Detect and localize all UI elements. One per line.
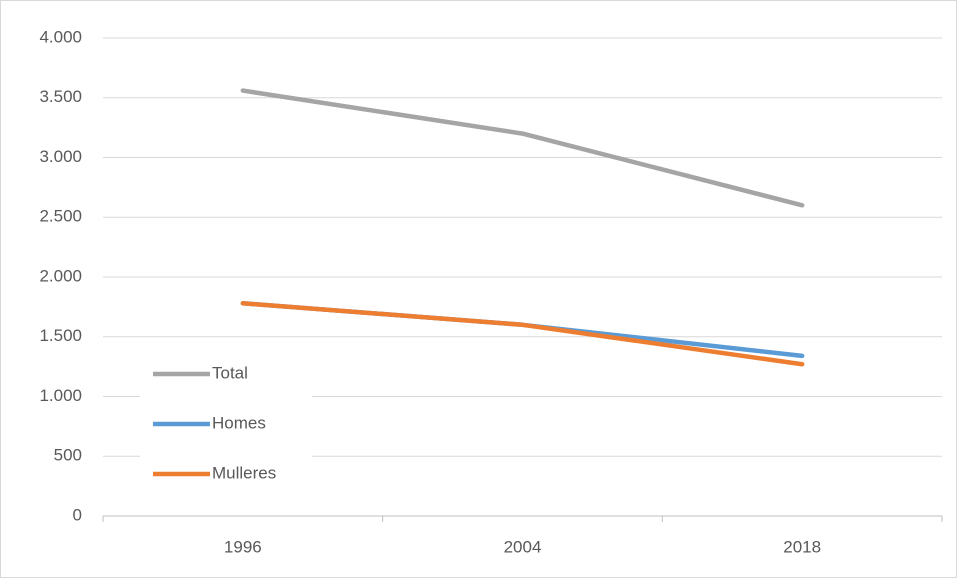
legend-label: Mulleres bbox=[212, 463, 276, 482]
x-tick-label: 2018 bbox=[783, 537, 821, 556]
y-tick-label: 1.000 bbox=[39, 386, 82, 405]
legend-label: Total bbox=[212, 363, 248, 382]
legend-label: Homes bbox=[212, 413, 266, 432]
x-tick-label: 2004 bbox=[504, 537, 542, 556]
y-tick-label: 4.000 bbox=[39, 27, 82, 46]
y-tick-label: 2.000 bbox=[39, 266, 82, 285]
series-line bbox=[240, 88, 805, 208]
y-tick-label: 0 bbox=[73, 505, 82, 524]
series-line bbox=[240, 301, 805, 367]
y-tick-label: 2.500 bbox=[39, 207, 82, 226]
y-tick-label: 3.500 bbox=[39, 87, 82, 106]
x-tick-label: 1996 bbox=[224, 537, 262, 556]
y-tick-label: 1.500 bbox=[39, 326, 82, 345]
y-tick-label: 3.000 bbox=[39, 147, 82, 166]
y-tick-label: 500 bbox=[54, 446, 82, 465]
